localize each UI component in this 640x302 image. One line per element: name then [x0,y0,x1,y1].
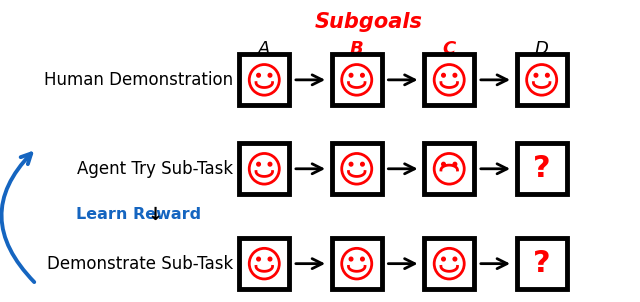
Bar [239,238,289,289]
Ellipse shape [361,257,364,261]
Text: ?: ? [533,249,550,278]
Bar [424,54,474,105]
Ellipse shape [349,73,353,77]
Bar [332,238,382,289]
Bar [516,238,566,289]
Ellipse shape [268,162,272,166]
Ellipse shape [257,257,260,261]
Text: ↓: ↓ [147,206,163,224]
Ellipse shape [361,73,364,77]
Ellipse shape [442,162,445,166]
Text: D: D [535,40,548,58]
Ellipse shape [453,257,457,261]
Ellipse shape [453,73,457,77]
Bar [332,54,382,105]
Bar [239,54,289,105]
Text: Subgoals: Subgoals [315,12,423,32]
Ellipse shape [442,73,445,77]
Ellipse shape [349,257,353,261]
Ellipse shape [545,73,549,77]
Text: ?: ? [533,154,550,183]
Bar [424,238,474,289]
Text: C: C [443,40,456,58]
Ellipse shape [268,257,272,261]
Bar [332,143,382,194]
Bar [516,143,566,194]
Bar [239,143,289,194]
Ellipse shape [257,73,260,77]
Ellipse shape [268,73,272,77]
Text: B: B [350,40,364,58]
Ellipse shape [453,162,457,166]
Text: Human Demonstration: Human Demonstration [44,71,234,89]
Bar [424,143,474,194]
Bar [516,54,566,105]
Ellipse shape [534,73,538,77]
Ellipse shape [349,162,353,166]
Text: A: A [258,40,271,58]
Ellipse shape [361,162,364,166]
Text: Agent Try Sub-Task: Agent Try Sub-Task [77,160,234,178]
Ellipse shape [257,162,260,166]
Text: Learn Reward: Learn Reward [76,207,202,222]
Ellipse shape [442,257,445,261]
Text: Demonstrate Sub-Task: Demonstrate Sub-Task [47,255,234,273]
